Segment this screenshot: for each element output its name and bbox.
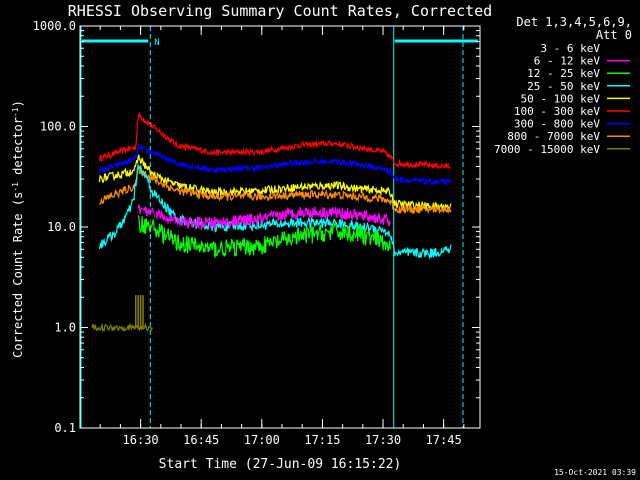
legend-label: 800 - 7000 keV <box>507 130 600 143</box>
series-line-7000-15000-kev <box>91 322 153 332</box>
saa-marker-label: N <box>154 38 159 48</box>
series-line-25-50-kev <box>98 163 452 260</box>
legend-label: 7000 - 15000 keV <box>494 143 600 156</box>
x-axis-label: Start Time (27-Jun-09 16:15:22) <box>159 457 402 472</box>
y-tick-label: 1000.0 <box>33 19 76 33</box>
series-line-50-100-kev <box>98 154 452 212</box>
x-tick-label: 16:45 <box>183 433 219 447</box>
y-tick-label: 1.0 <box>54 321 76 335</box>
legend-label: 300 - 800 keV <box>514 118 600 131</box>
x-tick-label: 17:45 <box>426 433 462 447</box>
x-tick-label: 17:00 <box>244 433 280 447</box>
series-line-12-25-kev <box>137 215 391 258</box>
legend-label: 25 - 50 keV <box>527 80 600 93</box>
legend-header-line-1: Det 1,3,4,5,6,9, <box>516 15 632 29</box>
legend-label: 100 - 300 keV <box>514 105 600 118</box>
legend-header-line-2: Att 0 <box>596 28 632 42</box>
x-tick-label: 17:15 <box>304 433 340 447</box>
y-tick-label: 10.0 <box>47 220 76 234</box>
axes: 1000.0 100.0 10.0 1.0 0.1 16:30 16:45 17:00 17:1… <box>33 19 481 447</box>
series-line-800-7000-kev <box>98 165 452 215</box>
series-line-300-800-kev <box>98 144 452 187</box>
y-axis-label: Corrected Count Rate (s-1 detector-1) <box>11 100 25 358</box>
legend-label: 6 - 12 keV <box>534 55 601 68</box>
legend-label: 50 - 100 keV <box>521 92 601 105</box>
legend-label: 3 - 6 keV <box>540 42 600 55</box>
timestamp: 15-Oct-2021 03:39 <box>554 468 636 477</box>
series-line-100-300-kev <box>98 111 452 170</box>
x-tick-label: 16:30 <box>123 433 159 447</box>
legend-label: 12 - 25 keV <box>527 67 600 80</box>
y-tick-label: 0.1 <box>54 421 76 435</box>
y-tick-label: 100.0 <box>40 120 76 134</box>
series-layer <box>91 111 452 332</box>
x-tick-label: 17:30 <box>365 433 401 447</box>
chart-title: RHESSI Observing Summary Count Rates, Co… <box>68 2 492 20</box>
